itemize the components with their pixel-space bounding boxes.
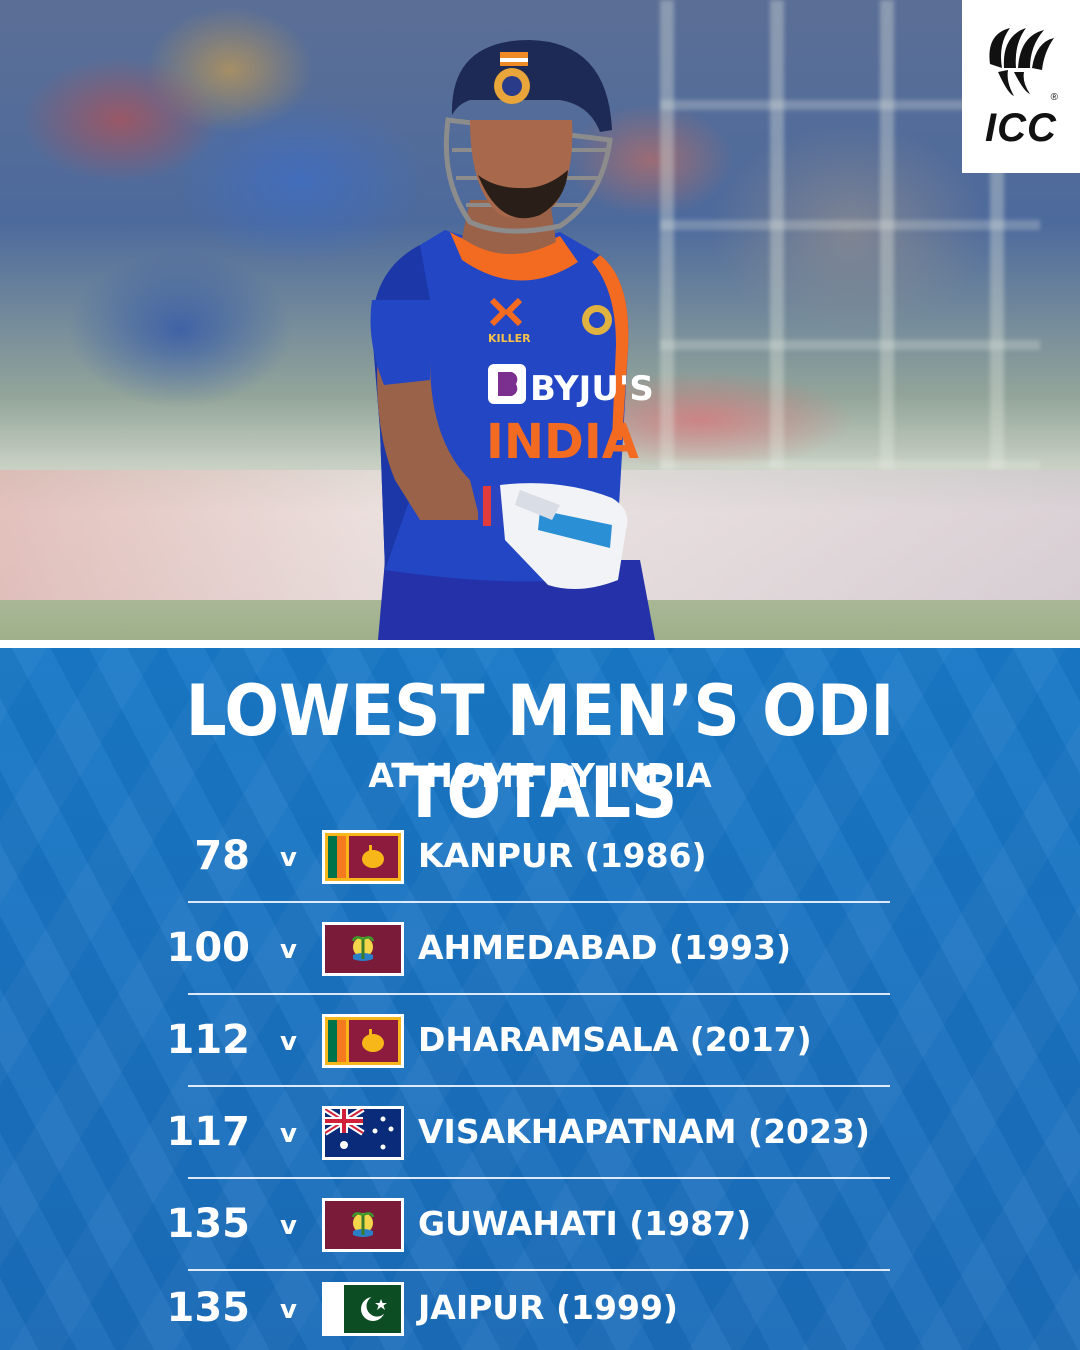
row-divider bbox=[188, 1269, 890, 1271]
row-divider bbox=[188, 993, 890, 995]
total-score: 112 bbox=[166, 1017, 251, 1063]
row-divider bbox=[188, 901, 890, 903]
jersey-team-text: INDIA bbox=[486, 414, 639, 470]
sri-lanka-flag-icon bbox=[322, 1014, 404, 1068]
icc-logo: ® ICC bbox=[962, 0, 1080, 173]
west-indies-flag-icon bbox=[322, 922, 404, 976]
section-divider bbox=[0, 640, 1080, 648]
versus-label: v bbox=[280, 843, 297, 873]
graphic-subtitle: AT HOME BY INDIA bbox=[368, 756, 712, 795]
hero-photo: BYJU'S INDIA KILLER ® ICC bbox=[0, 0, 1080, 640]
list-item: 78 v KANPUR (1986) bbox=[0, 810, 1080, 903]
versus-label: v bbox=[280, 1211, 297, 1241]
venue-year: JAIPUR (1999) bbox=[418, 1288, 678, 1327]
list-item: 135 v JAIPUR (1999) bbox=[0, 1262, 1080, 1350]
venue-year: KANPUR (1986) bbox=[418, 836, 707, 875]
venue-year: AHMEDABAD (1993) bbox=[418, 928, 792, 967]
total-score: 135 bbox=[166, 1285, 251, 1331]
total-score: 117 bbox=[166, 1109, 251, 1155]
sri-lanka-flag-icon bbox=[322, 830, 404, 884]
total-score: 78 bbox=[194, 833, 250, 879]
australia-flag-icon bbox=[322, 1106, 404, 1160]
versus-label: v bbox=[280, 1027, 297, 1057]
kit-brand-text: KILLER bbox=[488, 332, 531, 345]
jersey-sponsor-text: BYJU'S bbox=[530, 369, 654, 409]
icc-logo-text: ICC bbox=[985, 106, 1057, 150]
total-score: 135 bbox=[166, 1201, 251, 1247]
venue-year: VISAKHAPATNAM (2023) bbox=[418, 1112, 870, 1151]
venue-year: DHARAMSALA (2017) bbox=[418, 1020, 812, 1059]
row-divider bbox=[188, 1085, 890, 1087]
registered-mark: ® bbox=[1050, 92, 1058, 103]
total-score: 100 bbox=[166, 925, 251, 971]
list-item: 112 v DHARAMSALA (2017) bbox=[0, 994, 1080, 1087]
row-divider bbox=[188, 1177, 890, 1179]
versus-label: v bbox=[280, 1119, 297, 1149]
versus-label: v bbox=[280, 935, 297, 965]
list-item: 135 v GUWAHATI (1987) bbox=[0, 1178, 1080, 1271]
versus-label: v bbox=[280, 1295, 297, 1325]
icc-logo-icon bbox=[989, 28, 1054, 96]
stats-panel: LOWEST MEN’S ODI TOTALS AT HOME BY INDIA… bbox=[0, 648, 1080, 1350]
venue-year: GUWAHATI (1987) bbox=[418, 1204, 752, 1243]
graphic-title: LOWEST MEN’S ODI TOTALS bbox=[185, 670, 895, 834]
list-item: 100 v AHMEDABAD (1993) bbox=[0, 902, 1080, 995]
player-illustration: BYJU'S INDIA KILLER bbox=[370, 40, 655, 640]
west-indies-flag-icon bbox=[322, 1198, 404, 1252]
list-item: 117 v bbox=[0, 1086, 1080, 1179]
pakistan-flag-icon bbox=[322, 1282, 404, 1336]
